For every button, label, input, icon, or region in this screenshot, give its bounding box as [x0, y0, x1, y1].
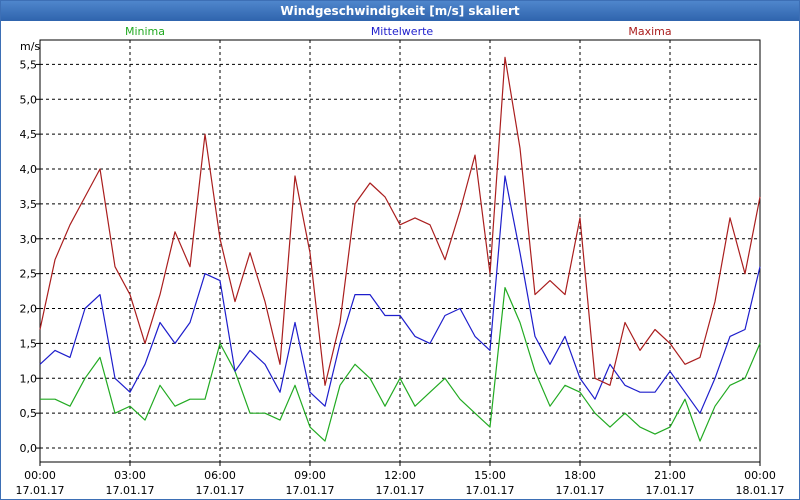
x-tick-date-5: 17.01.17: [466, 484, 515, 497]
x-tick-time-8: 00:00: [744, 469, 776, 482]
y-tick-label-0: 0,0: [20, 442, 38, 455]
x-tick-date-2: 17.01.17: [196, 484, 245, 497]
legend-maxima: Maxima: [628, 25, 671, 38]
series-line-maxima: [39, 56, 761, 386]
y-tick-label-10: 5,0: [20, 93, 38, 106]
legend-minima: Minima: [125, 25, 165, 38]
y-tick-label-8: 4,0: [20, 163, 38, 176]
y-axis-unit-label: m/s: [20, 40, 40, 53]
series-line-minima: [40, 287, 761, 442]
x-tick-date-1: 17.01.17: [106, 484, 155, 497]
y-tick-label-3: 1,5: [20, 337, 38, 350]
series-lines: [39, 56, 761, 442]
grid-lines: [40, 40, 760, 462]
x-tick-date-0: 17.01.17: [16, 484, 65, 497]
y-tick-label-11: 5,5: [20, 58, 38, 71]
x-axis-ticks: 00:00 17.01.17 03:00 17.01.17 06:00 17.01.17 0…: [16, 462, 785, 497]
y-tick-label-1: 0,5: [20, 407, 38, 420]
y-tick-label-4: 2,0: [20, 303, 38, 316]
y-tick-label-6: 3,0: [20, 233, 38, 246]
x-tick-time-7: 21:00: [654, 469, 686, 482]
x-tick-time-1: 03:00: [114, 469, 146, 482]
x-tick-date-6: 17.01.17: [556, 484, 605, 497]
legend-mittelwerte: Mittelwerte: [371, 25, 434, 38]
x-tick-time-3: 09:00: [294, 469, 326, 482]
x-tick-time-2: 06:00: [204, 469, 236, 482]
x-tick-date-8: 18.01.17: [736, 484, 785, 497]
x-tick-date-3: 17.01.17: [286, 484, 335, 497]
series-line-mittelwerte: [39, 175, 761, 414]
y-tick-label-2: 1,0: [20, 372, 38, 385]
x-tick-time-4: 12:00: [384, 469, 416, 482]
x-tick-time-0: 00:00: [24, 469, 56, 482]
legend: Minima Mittelwerte Maxima: [125, 25, 672, 38]
x-tick-time-6: 18:00: [564, 469, 596, 482]
y-axis-ticks: 0,0 0,5 1,0 1,5 2,0 2,5 3,0 3,5 4,0 4,5 5,0 5,5: [20, 58, 40, 455]
x-tick-date-7: 17.01.17: [646, 484, 695, 497]
x-tick-date-4: 17.01.17: [376, 484, 425, 497]
y-tick-label-9: 4,5: [20, 128, 38, 141]
y-tick-label-5: 2,5: [20, 268, 38, 281]
x-tick-time-5: 15:00: [474, 469, 506, 482]
window-title: Windgeschwindigkeit [m/s] skaliert: [1, 1, 799, 21]
y-tick-label-7: 3,5: [20, 198, 38, 211]
